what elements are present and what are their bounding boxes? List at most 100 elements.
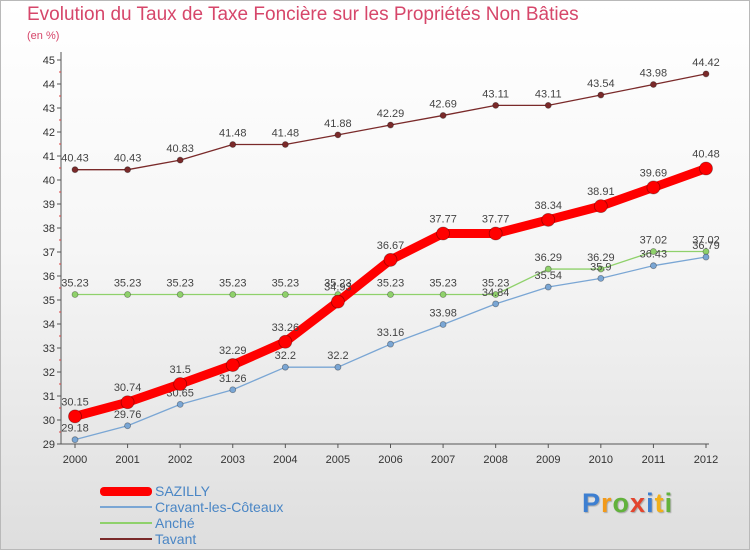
data-point-tavant xyxy=(124,166,131,174)
data-label-anch-: 35.23 xyxy=(324,277,352,289)
data-label-tavant: 42.29 xyxy=(377,108,405,120)
legend-swatch-sazilly xyxy=(100,486,152,496)
data-point-anch- xyxy=(492,291,500,298)
data-point-tavant xyxy=(334,131,342,139)
data-point-anch- xyxy=(281,291,289,298)
data-label-cravant-les-c-teaux: 29.76 xyxy=(114,409,142,421)
logo-letter: t xyxy=(654,488,665,518)
y-tick-label: 39 xyxy=(43,199,55,211)
data-label-tavant: 44.42 xyxy=(692,57,720,69)
x-tick-label: 2006 xyxy=(378,454,402,466)
data-label-sazilly: 38.34 xyxy=(534,200,562,212)
data-point-cravant-les-c-teaux xyxy=(439,321,447,328)
legend-swatch-tavant xyxy=(100,538,152,540)
data-label-anch-: 37.02 xyxy=(640,235,668,247)
data-label-cravant-les-c-teaux: 36.79 xyxy=(692,240,720,252)
legend-label: Tavant xyxy=(155,531,197,547)
proxiti-logo: Proxiti xyxy=(582,488,673,519)
data-label-anch-: 35.23 xyxy=(219,277,247,289)
data-point-anch- xyxy=(71,291,79,298)
legend-label: Anché xyxy=(155,515,195,531)
data-point-tavant xyxy=(597,91,605,99)
data-label-anch-: 35.23 xyxy=(482,277,510,289)
data-point-sazilly xyxy=(68,409,82,424)
data-label-sazilly: 30.15 xyxy=(61,396,89,408)
data-label-anch-: 35.23 xyxy=(377,277,405,289)
data-label-cravant-les-c-teaux: 32.2 xyxy=(327,350,348,362)
x-tick-label: 2008 xyxy=(483,454,507,466)
y-tick-label: 32 xyxy=(43,367,55,379)
legend-label: SAZILLY xyxy=(155,483,210,499)
data-point-cravant-les-c-teaux xyxy=(334,363,342,371)
data-point-cravant-les-c-teaux xyxy=(544,283,552,291)
data-point-cravant-les-c-teaux xyxy=(176,400,184,408)
data-point-sazilly xyxy=(488,226,503,241)
data-label-anch-: 37.02 xyxy=(692,235,720,247)
logo-letter: P xyxy=(582,488,602,518)
y-tick-label: 43 xyxy=(43,103,55,115)
y-tick-label: 37 xyxy=(43,247,55,259)
data-point-tavant xyxy=(281,141,289,148)
data-point-sazilly xyxy=(541,212,556,227)
logo-letter: i xyxy=(664,488,674,518)
data-point-sazilly xyxy=(593,199,608,214)
data-point-cravant-les-c-teaux xyxy=(71,436,79,444)
data-label-sazilly: 32.29 xyxy=(219,345,247,357)
data-point-sazilly xyxy=(436,226,450,241)
data-label-sazilly: 30.74 xyxy=(114,382,142,394)
data-label-sazilly: 39.69 xyxy=(640,167,668,179)
legend-swatch-cravant xyxy=(100,506,152,508)
data-label-cravant-les-c-teaux: 33.16 xyxy=(377,327,405,339)
y-tick-label: 29 xyxy=(43,439,55,451)
data-label-tavant: 43.11 xyxy=(535,88,562,100)
data-point-sazilly xyxy=(646,180,661,195)
data-label-cravant-les-c-teaux: 33.98 xyxy=(429,307,457,319)
data-point-anch- xyxy=(439,291,447,298)
y-tick-label: 44 xyxy=(43,79,55,91)
data-point-cravant-les-c-teaux xyxy=(387,340,394,348)
x-tick-label: 2007 xyxy=(431,454,455,466)
logo-letter: x xyxy=(630,488,647,518)
data-label-sazilly: 33.26 xyxy=(272,322,300,334)
data-label-sazilly: 34.93 xyxy=(324,282,352,294)
data-label-cravant-les-c-teaux: 29.18 xyxy=(61,423,89,435)
legend-label: Cravant-les-Côteaux xyxy=(155,499,284,515)
data-label-cravant-les-c-teaux: 36.43 xyxy=(640,249,668,261)
data-point-sazilly xyxy=(331,294,345,309)
logo-letter: o xyxy=(612,488,631,518)
data-point-sazilly xyxy=(699,161,713,176)
data-point-sazilly xyxy=(278,334,293,349)
logo-letter: i xyxy=(646,488,655,518)
data-label-cravant-les-c-teaux: 34.84 xyxy=(482,287,510,299)
data-point-tavant xyxy=(387,121,394,129)
data-point-anch- xyxy=(650,248,657,255)
data-label-tavant: 43.98 xyxy=(640,67,668,79)
y-tick-label: 35 xyxy=(43,295,55,307)
chart-subtitle: (en %) xyxy=(27,30,60,42)
data-point-cravant-les-c-teaux xyxy=(492,300,500,308)
data-label-tavant: 40.83 xyxy=(166,143,194,155)
data-label-tavant: 40.43 xyxy=(61,153,89,165)
data-label-sazilly: 37.77 xyxy=(429,214,457,226)
data-point-anch- xyxy=(387,291,394,298)
data-label-sazilly: 31.5 xyxy=(169,364,190,376)
data-point-sazilly xyxy=(173,377,188,391)
x-tick-label: 2001 xyxy=(115,454,139,466)
data-point-anch- xyxy=(597,265,605,273)
legend-swatch-anche xyxy=(100,522,152,524)
x-tick-label: 2012 xyxy=(694,454,718,466)
data-label-tavant: 40.43 xyxy=(114,153,142,165)
x-tick-label: 2003 xyxy=(221,454,245,466)
data-label-tavant: 42.69 xyxy=(429,98,457,110)
data-point-anch- xyxy=(229,291,237,298)
data-label-anch-: 36.29 xyxy=(587,252,615,264)
data-label-sazilly: 36.67 xyxy=(377,240,405,252)
y-tick-label: 45 xyxy=(43,55,55,67)
data-label-anch-: 35.23 xyxy=(166,277,194,289)
data-point-sazilly xyxy=(225,358,240,372)
y-tick-label: 42 xyxy=(43,127,55,139)
data-label-sazilly: 40.48 xyxy=(692,148,720,160)
data-point-tavant xyxy=(650,81,657,88)
data-point-cravant-les-c-teaux xyxy=(702,253,710,261)
